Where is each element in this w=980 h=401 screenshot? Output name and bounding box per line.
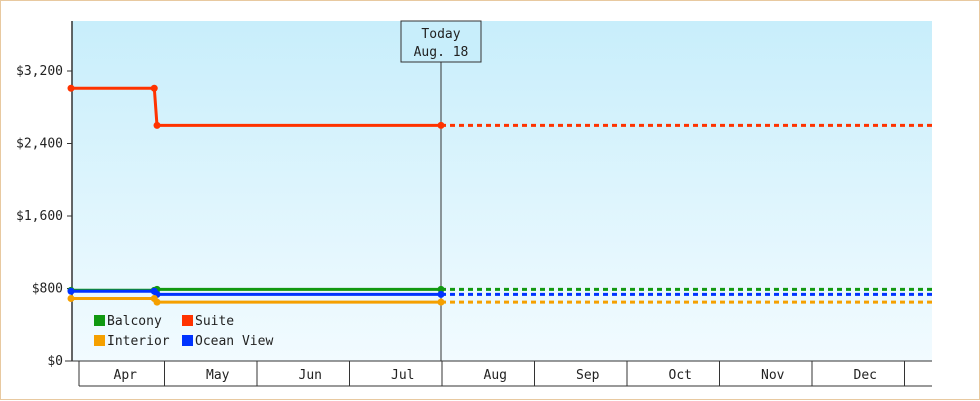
today-marker: Today Aug. 18 (400, 20, 482, 361)
interior-point (153, 298, 161, 306)
y-tick-label: $3,200 (16, 64, 63, 79)
x-tick-label: Apr (114, 368, 138, 383)
ocean-view-point (67, 287, 75, 295)
y-axis: $0 $800 $1,600 $2,400 $3,200 (16, 21, 73, 369)
y-tick-label: $0 (47, 354, 63, 369)
x-tick-label: Dec (854, 368, 877, 383)
plot-background (72, 21, 932, 361)
x-tick-label: Oct (669, 368, 692, 383)
suite-point (67, 84, 75, 92)
today-box (400, 20, 482, 63)
suite-line (71, 86, 441, 127)
series-group (67, 84, 932, 306)
x-tick-label: Sep (576, 368, 600, 383)
legend-swatch (94, 315, 105, 326)
legend: Balcony Suite Interior Ocean View (94, 314, 273, 349)
legend-swatch (182, 315, 193, 326)
legend-label: Balcony (107, 314, 162, 329)
interior-point (437, 298, 445, 306)
today-label: Today (421, 27, 460, 42)
legend-swatch (94, 335, 105, 346)
y-tick-label: $800 (32, 282, 63, 297)
y-tick-label: $1,600 (16, 209, 63, 224)
suite-point (150, 84, 158, 92)
legend-label: Ocean View (195, 334, 273, 349)
legend-label: Suite (195, 314, 234, 329)
suite-point (153, 121, 161, 129)
legend-label: Interior (107, 334, 170, 349)
balcony-point (437, 285, 445, 293)
legend-swatch (182, 335, 193, 346)
x-tick-label: Jul (391, 368, 414, 383)
ocean-view-point (437, 290, 445, 298)
x-tick-label: Aug (484, 368, 507, 383)
suite-point (437, 121, 445, 129)
x-tick-label: Nov (761, 368, 785, 383)
y-tick-label: $2,400 (16, 137, 63, 152)
x-tick-label: May (206, 368, 230, 383)
x-axis: Apr May Jun Jul Aug Sep Oct Nov Dec (65, 360, 932, 387)
today-date: Aug. 18 (414, 45, 469, 60)
interior-point (67, 294, 75, 302)
x-tick-label: Jun (299, 368, 322, 383)
